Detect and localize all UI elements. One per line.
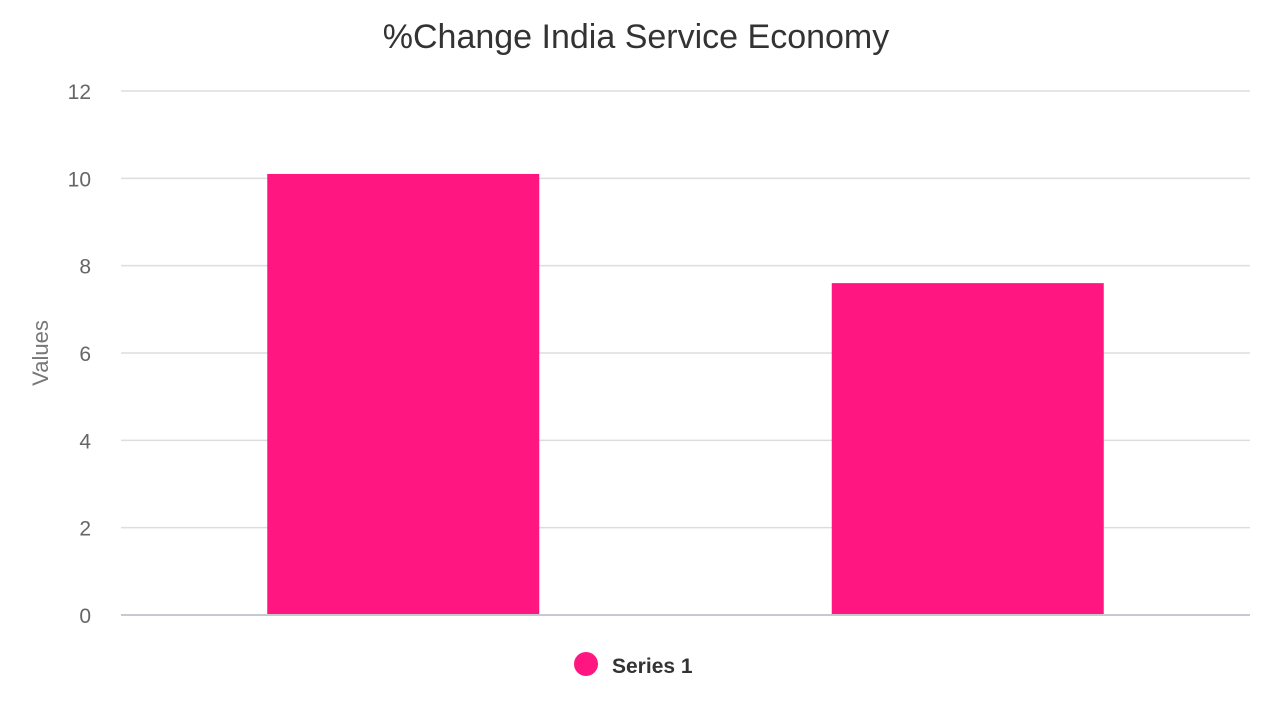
y-tick-label: 10 — [68, 168, 91, 191]
y-axis-ticks: 0 2 4 6 8 10 12 — [68, 81, 92, 628]
legend: Series 1 — [574, 652, 693, 678]
legend-label-series-1: Series 1 — [612, 655, 693, 678]
y-tick-label: 6 — [79, 343, 91, 366]
chart-title: %Change India Service Economy — [383, 18, 890, 56]
bar — [831, 283, 1104, 615]
bar — [267, 173, 540, 615]
y-tick-label: 8 — [79, 256, 91, 279]
y-tick-label: 2 — [79, 518, 91, 541]
y-tick-label: 12 — [68, 81, 91, 104]
y-axis-label: Values — [28, 320, 53, 386]
y-tick-label: 0 — [79, 605, 91, 628]
legend-marker — [574, 652, 598, 676]
bars — [267, 173, 1104, 615]
y-tick-label: 4 — [79, 430, 91, 453]
